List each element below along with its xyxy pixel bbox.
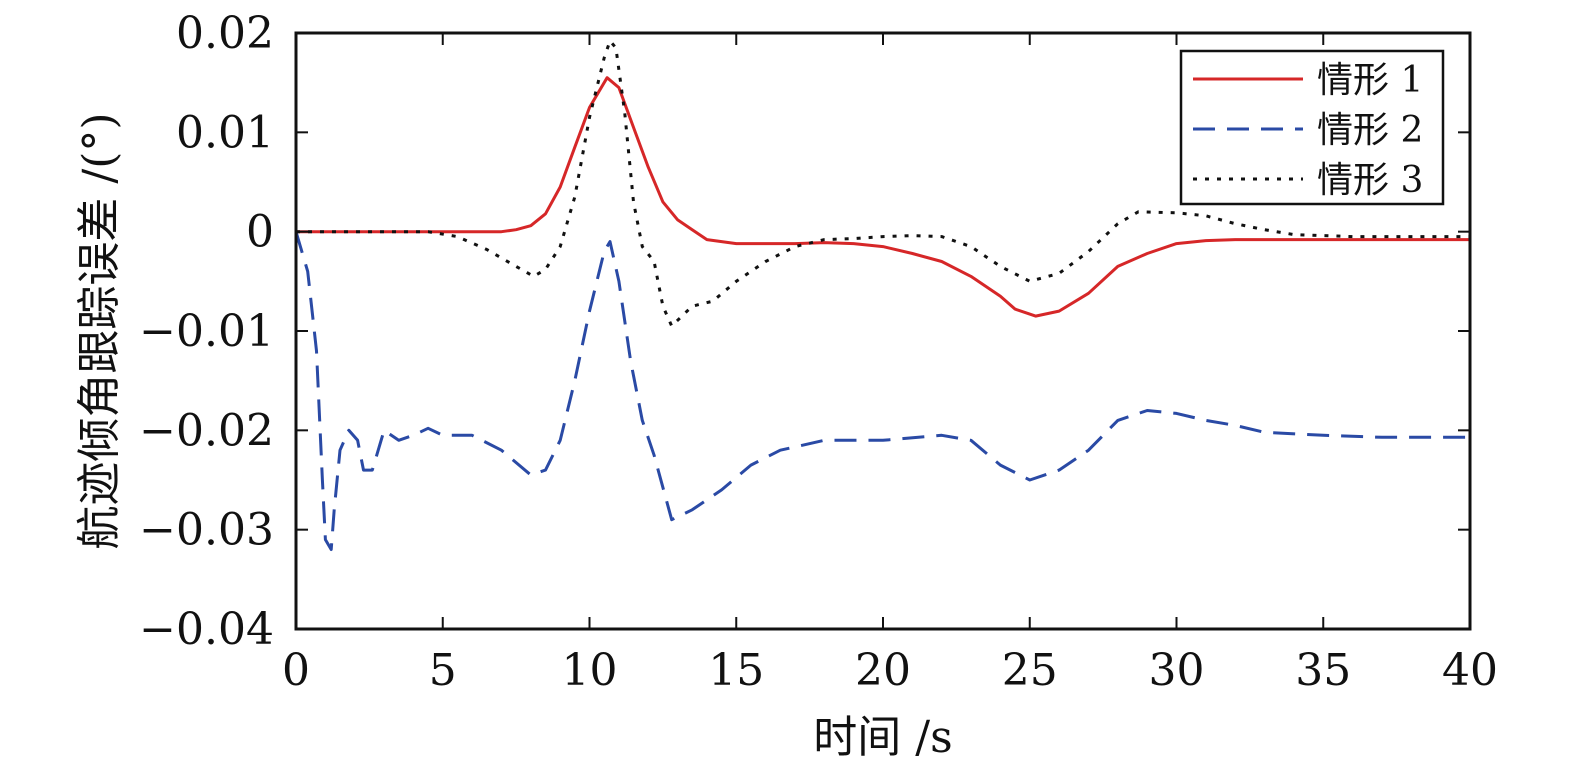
y-tick-label: −0.02: [139, 405, 274, 456]
y-tick-label: 0.01: [176, 107, 274, 158]
x-tick-labels: 0 5 10 15 20 25 30 35 40: [282, 645, 1498, 696]
y-axis-title: 航迹倾角跟踪误差 /(°): [74, 112, 125, 549]
x-tick-label: 20: [855, 645, 911, 696]
x-tick-label: 5: [429, 645, 457, 696]
y-tick-label: −0.03: [139, 505, 274, 556]
y-tick-labels: 0.02 0.01 0 −0.01 −0.02 −0.03 −0.04: [139, 8, 274, 655]
x-tick-label: 40: [1442, 645, 1498, 696]
series-line-2: [294, 231, 1470, 551]
legend-box: [1179, 49, 1445, 206]
series-layer: [294, 39, 1470, 551]
x-tick-label: 0: [282, 645, 310, 696]
series-line-1: [296, 76, 1470, 318]
ticks-layer: [295, 32, 1471, 630]
x-tick-label: 10: [562, 645, 618, 696]
legend: 情形 1 情形 2 情形 3: [1179, 49, 1445, 206]
y-tick-label: −0.04: [139, 604, 274, 655]
x-axis-title: 时间 /s: [813, 712, 952, 763]
y-tick-label: 0.02: [176, 8, 274, 59]
y-tick-label: 0: [246, 207, 274, 258]
series-line-3: [296, 39, 1470, 328]
legend-label-1: 情形 1: [1317, 60, 1423, 101]
x-tick-label: 30: [1149, 645, 1205, 696]
legend-label-3: 情形 3: [1317, 160, 1423, 201]
legend-label-2: 情形 2: [1317, 110, 1423, 151]
x-tick-label: 15: [708, 645, 764, 696]
x-tick-label: 25: [1002, 645, 1058, 696]
y-tick-label: −0.01: [139, 306, 274, 357]
x-tick-label: 35: [1295, 645, 1351, 696]
